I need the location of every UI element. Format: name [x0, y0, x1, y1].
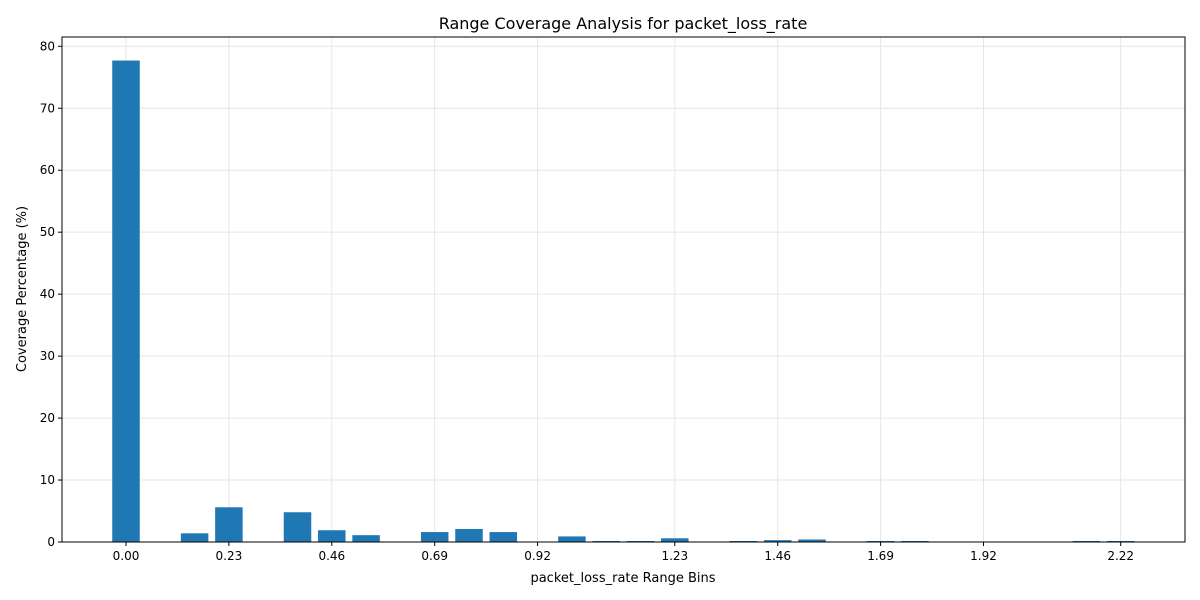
x-tick-label: 2.22 [1107, 549, 1134, 563]
bars [112, 60, 1135, 542]
bar [798, 539, 826, 542]
x-tick-label: 0.23 [216, 549, 243, 563]
y-tick-label: 70 [40, 101, 55, 115]
x-tick-label: 0.00 [113, 549, 140, 563]
x-tick-label: 1.92 [970, 549, 997, 563]
x-tick-label: 1.69 [867, 549, 894, 563]
bar [318, 530, 346, 542]
bar [558, 536, 586, 542]
y-tick-label: 0 [47, 535, 55, 549]
plot-frame [61, 36, 1186, 543]
bar [455, 528, 483, 542]
bar [661, 538, 689, 542]
x-tick-label: 0.46 [318, 549, 345, 563]
x-tick-label: 1.46 [764, 549, 791, 563]
bar [283, 512, 312, 542]
chart-title: Range Coverage Analysis for packet_loss_… [439, 14, 808, 34]
bar [420, 532, 449, 542]
bar [489, 532, 518, 542]
x-tick-label: 1.23 [661, 549, 688, 563]
bar [180, 533, 209, 542]
y-tick-label: 60 [40, 163, 55, 177]
x-tick-label: 0.69 [421, 549, 448, 563]
y-tick-label: 20 [40, 411, 55, 425]
grid-lines [62, 37, 1185, 543]
x-tick-label: 0.92 [524, 549, 551, 563]
x-axis: 0.00 0.23 0.46 0.69 0.92 1.23 1.46 1.69 1.92 2.22 [113, 542, 1134, 563]
bar [112, 60, 140, 542]
bar [352, 535, 380, 542]
y-tick-label: 40 [40, 287, 55, 301]
x-axis-title: packet_loss_rate Range Bins [530, 571, 715, 586]
bar [763, 540, 792, 542]
y-axis-title: Coverage Percentage (%) [15, 206, 30, 372]
y-tick-label: 50 [40, 225, 55, 239]
y-tick-label: 30 [40, 349, 55, 363]
y-axis: 0 10 20 30 40 50 60 70 80 [40, 39, 62, 549]
y-tick-label: 10 [40, 473, 55, 487]
bar [215, 507, 243, 542]
y-tick-label: 80 [40, 39, 55, 53]
